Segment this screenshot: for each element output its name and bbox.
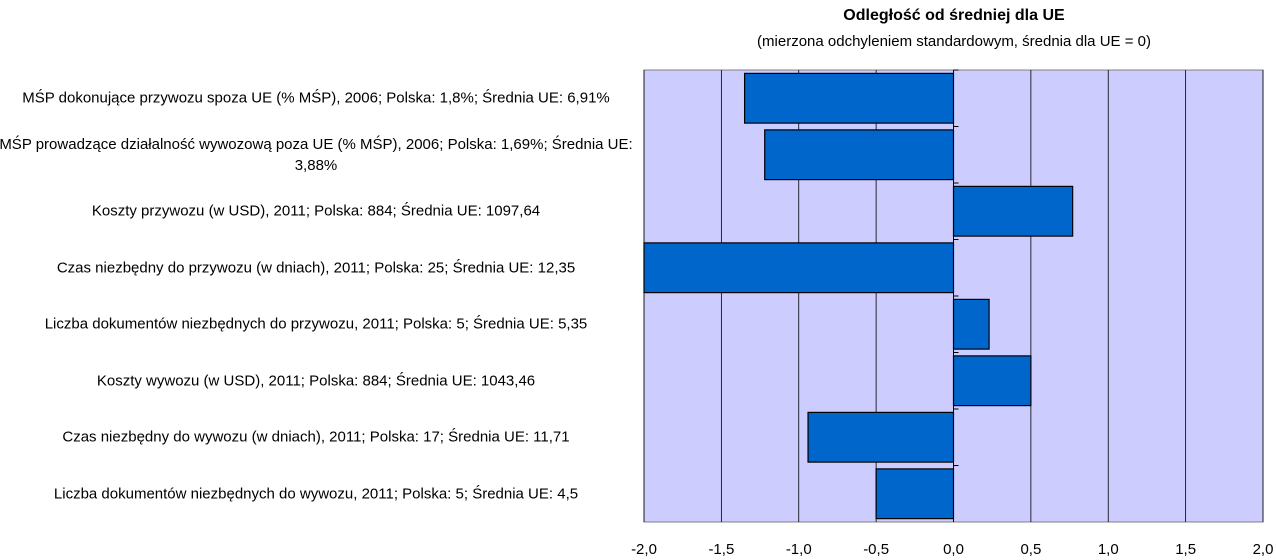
x-tick-label: 0,0 — [943, 541, 964, 558]
x-tick-label: 2,0 — [1253, 541, 1274, 558]
bar — [764, 129, 955, 181]
bar — [952, 355, 1032, 407]
y-tick-label: Czas niezbędny do przywozu (w dniach), 2… — [56, 259, 576, 277]
y-tick-label: Liczba dokumentów niezbędnych do przywoz… — [44, 315, 588, 333]
bar — [952, 298, 990, 350]
y-tick-label: Liczba dokumentów niezbędnych do wywozu,… — [53, 485, 579, 503]
x-tick-label: 0,5 — [1020, 541, 1041, 558]
x-tick-label: 1,0 — [1098, 541, 1119, 558]
y-tick-label: MŚP dokonujące przywozu spoza UE (% MŚP)… — [22, 89, 610, 107]
y-tick-label: MŚP prowadzące działalność wywozową poza… — [0, 135, 633, 174]
bar — [875, 468, 955, 520]
x-tick-label: -0,5 — [863, 541, 889, 558]
x-tick-label: -2,0 — [631, 541, 657, 558]
bar — [952, 185, 1074, 237]
chart-title: Odległość od średniej dla UE — [843, 7, 1065, 24]
bar — [743, 72, 955, 124]
y-tick-label: Koszty przywozu (w USD), 2011; Polska: 8… — [91, 202, 541, 220]
bar — [643, 242, 955, 294]
y-tick-label: Czas niezbędny do wywozu (w dniach), 201… — [62, 428, 570, 446]
y-tick-label: Koszty wywozu (w USD), 2011; Polska: 884… — [96, 372, 536, 390]
x-tick-label: 1,5 — [1175, 541, 1196, 558]
chart-subtitle: (mierzona odchyleniem standardowym, śred… — [757, 33, 1151, 50]
x-tick-label: -1,0 — [786, 541, 812, 558]
x-tick-label: -1,5 — [708, 541, 734, 558]
bar — [807, 411, 955, 463]
